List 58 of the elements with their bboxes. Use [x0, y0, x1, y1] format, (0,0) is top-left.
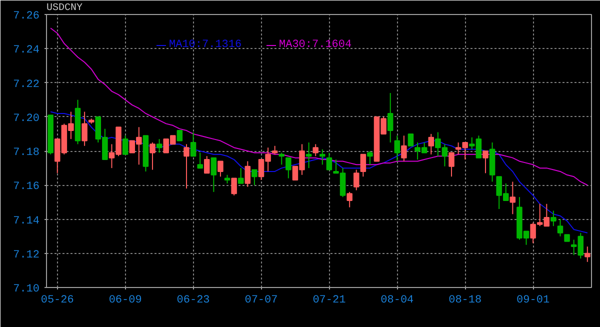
- y-tick-label: 7.18: [13, 147, 40, 159]
- y-tick-label: 7.20: [13, 112, 40, 125]
- candlestick: [401, 135, 407, 162]
- y-tick-label: 7.16: [13, 181, 40, 194]
- y-tick-label: 7.14: [13, 215, 40, 228]
- candlestick: [387, 92, 394, 143]
- legend-label: MA10:7.1316: [169, 39, 242, 51]
- candlestick: [252, 169, 258, 186]
- x-tick-label: 05-26: [40, 294, 74, 306]
- candlestick: [482, 150, 488, 174]
- candlestick: [550, 210, 556, 227]
- x-tick-label: 07-07: [244, 294, 278, 306]
- legend-label: MA30:7.1604: [279, 39, 352, 51]
- y-tick-label: 7.22: [13, 78, 40, 91]
- candlestick: [557, 218, 564, 237]
- candlestick: [176, 130, 183, 142]
- x-tick-label: 06-23: [176, 294, 210, 306]
- candlestick: [82, 111, 88, 146]
- y-tick-label: 7.24: [13, 44, 40, 57]
- candlestick: [510, 181, 516, 215]
- candlestick: [156, 138, 162, 154]
- candlestick: [408, 133, 414, 146]
- candlestick: [184, 144, 190, 190]
- candlestick: [218, 160, 224, 178]
- x-tick-label: 08-18: [448, 294, 482, 306]
- candlestick: [286, 157, 292, 179]
- candlestick: [346, 191, 352, 208]
- candlestick: [231, 178, 237, 196]
- candlestick: [190, 132, 196, 157]
- candlestick: [584, 246, 590, 262]
- candlestick: [306, 142, 312, 169]
- candlestick: [353, 169, 360, 191]
- candlestick: [326, 152, 332, 170]
- y-tick-label: 7.10: [13, 284, 40, 296]
- candlestick: [150, 142, 156, 170]
- line-series: [50, 28, 588, 186]
- candlestick: [360, 154, 366, 178]
- x-tick-label: 06-09: [108, 294, 142, 306]
- chart-title: USDCNY: [46, 3, 83, 14]
- candlestick: [204, 156, 210, 174]
- candlestick: [312, 144, 318, 157]
- candlestick: [367, 150, 373, 166]
- candlestick: [448, 152, 454, 178]
- candlestick: [122, 135, 128, 155]
- candlestick: [210, 157, 217, 192]
- y-tick-label: 7.12: [13, 249, 40, 262]
- candlestick: [197, 152, 203, 169]
- candlestick: [394, 135, 400, 162]
- candlestick: [428, 133, 434, 155]
- y-tick-label: 7.26: [13, 10, 40, 22]
- x-tick-label: 08-04: [380, 294, 414, 306]
- candlestick: [238, 168, 244, 184]
- x-tick-label: 09-01: [516, 294, 550, 306]
- candlestick: [244, 160, 251, 188]
- candlestick: [278, 152, 285, 166]
- candlestick: [320, 148, 326, 166]
- line-series: [50, 111, 588, 234]
- x-tick-label: 07-21: [312, 294, 346, 306]
